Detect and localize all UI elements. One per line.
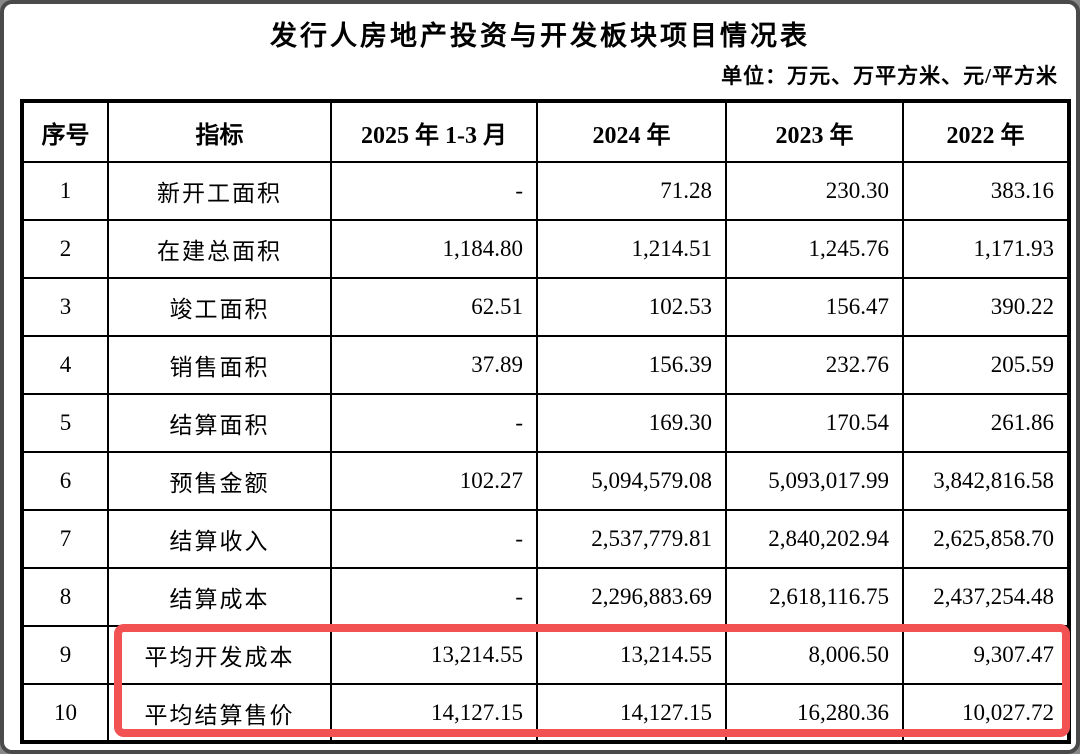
cell-row-number: 3: [21, 277, 109, 337]
column-header-2023: 2023 年: [725, 100, 904, 163]
cell-value: 390.22: [902, 277, 1070, 337]
cell-row-number: 1: [21, 161, 109, 221]
cell-value: 261.86: [902, 393, 1070, 453]
table-row: 2 在建总面积 1,184.80 1,214.51 1,245.76 1,171.93: [21, 219, 1070, 279]
cell-value: 2,296,883.69: [536, 567, 727, 627]
cell-indicator: 平均结算售价: [107, 683, 332, 743]
table-body: 1 新开工面积 -71.28 230.30 383.16 2 在建总面积 1,184.80 1,…: [21, 161, 1070, 743]
data-table: 序号 指标 2025 年 1-3 月 2024 年 2023 年 2022 年 …: [20, 99, 1071, 744]
cell-value: 2,840,202.94: [725, 509, 904, 569]
cell-value: 102.27: [330, 451, 538, 511]
table-row: 10 平均结算售价 14,127.15 14,127.15 16,280.36 10,02…: [21, 683, 1070, 743]
cell-value: 1,245.76: [725, 219, 904, 279]
cell-row-number: 7: [21, 509, 109, 569]
cell-row-number: 5: [21, 393, 109, 453]
cell-value: 13,214.55: [536, 625, 727, 685]
cell-indicator: 新开工面积: [107, 161, 332, 221]
cell-indicator: 平均开发成本: [107, 625, 332, 685]
cell-value: -: [330, 393, 538, 453]
table-row: 3 竣工面积 62.51 102.53 156.47 390.22: [21, 277, 1070, 337]
column-header-no: 序号: [21, 100, 109, 163]
cell-row-number: 6: [21, 451, 109, 511]
cell-value: 232.76: [725, 335, 904, 395]
cell-value: 13,214.55: [330, 625, 538, 685]
cell-value: 169.30: [536, 393, 727, 453]
table-row: 9 平均开发成本 13,214.55 13,214.55 8,006.50 9,307.4…: [21, 625, 1070, 685]
table-row: 5 结算面积 -169.30 170.54 261.86: [21, 393, 1070, 453]
cell-indicator: 预售金额: [107, 451, 332, 511]
column-header-indicator: 指标: [107, 100, 332, 163]
cell-value: 1,171.93: [902, 219, 1070, 279]
cell-indicator: 结算成本: [107, 567, 332, 627]
header-row: 序号 指标 2025 年 1-3 月 2024 年 2023 年 2022 年: [21, 100, 1070, 163]
cell-value: 170.54: [725, 393, 904, 453]
table-row: 4 销售面积 37.89 156.39 232.76 205.59: [21, 335, 1070, 395]
cell-value: 9,307.47: [902, 625, 1070, 685]
cell-row-number: 10: [21, 683, 109, 743]
cell-value: 16,280.36: [725, 683, 904, 743]
cell-indicator: 在建总面积: [107, 219, 332, 279]
cell-value: 230.30: [725, 161, 904, 221]
cell-indicator: 结算面积: [107, 393, 332, 453]
cell-value: 2,625,858.70: [902, 509, 1070, 569]
cell-value: 3,842,816.58: [902, 451, 1070, 511]
cell-value: 156.39: [536, 335, 727, 395]
table-title: 发行人房地产投资与开发板块项目情况表: [270, 21, 810, 51]
cell-row-number: 2: [21, 219, 109, 279]
table-row: 7 结算收入 -2,537,779.81 2,840,202.94 2,625,858.…: [21, 509, 1070, 569]
cell-value: 383.16: [902, 161, 1070, 221]
cell-value: 156.47: [725, 277, 904, 337]
cell-indicator: 销售面积: [107, 335, 332, 395]
cell-value: 5,094,579.08: [536, 451, 727, 511]
cell-value: 5,093,017.99: [725, 451, 904, 511]
cell-value: 8,006.50: [725, 625, 904, 685]
table-row: 6 预售金额 102.27 5,094,579.08 5,093,017.99 3,842…: [21, 451, 1070, 511]
column-header-2025q1: 2025 年 1-3 月: [330, 100, 538, 163]
cell-value: 14,127.15: [330, 683, 538, 743]
cell-value: 205.59: [902, 335, 1070, 395]
cell-indicator: 竣工面积: [107, 277, 332, 337]
unit-note: 单位：万元、万平方米、元/平方米: [721, 64, 1058, 88]
column-header-2024: 2024 年: [536, 100, 727, 163]
cell-value: 71.28: [536, 161, 727, 221]
cell-row-number: 4: [21, 335, 109, 395]
column-header-2022: 2022 年: [902, 100, 1070, 163]
table-row: 8 结算成本 -2,296,883.69 2,618,116.75 2,437,254.…: [21, 567, 1070, 627]
cell-value: -: [330, 567, 538, 627]
cell-value: 62.51: [330, 277, 538, 337]
cell-value: 102.53: [536, 277, 727, 337]
cell-value: 1,184.80: [330, 219, 538, 279]
cell-value: 14,127.15: [536, 683, 727, 743]
cell-value: 10,027.72: [902, 683, 1070, 743]
cell-value: 37.89: [330, 335, 538, 395]
table-row: 1 新开工面积 -71.28 230.30 383.16: [21, 161, 1070, 221]
cell-indicator: 结算收入: [107, 509, 332, 569]
cell-row-number: 9: [21, 625, 109, 685]
cell-row-number: 8: [21, 567, 109, 627]
cell-value: -: [330, 161, 538, 221]
cell-value: -: [330, 509, 538, 569]
cell-value: 1,214.51: [536, 219, 727, 279]
cell-value: 2,618,116.75: [725, 567, 904, 627]
cell-value: 2,437,254.48: [902, 567, 1070, 627]
cell-value: 2,537,779.81: [536, 509, 727, 569]
